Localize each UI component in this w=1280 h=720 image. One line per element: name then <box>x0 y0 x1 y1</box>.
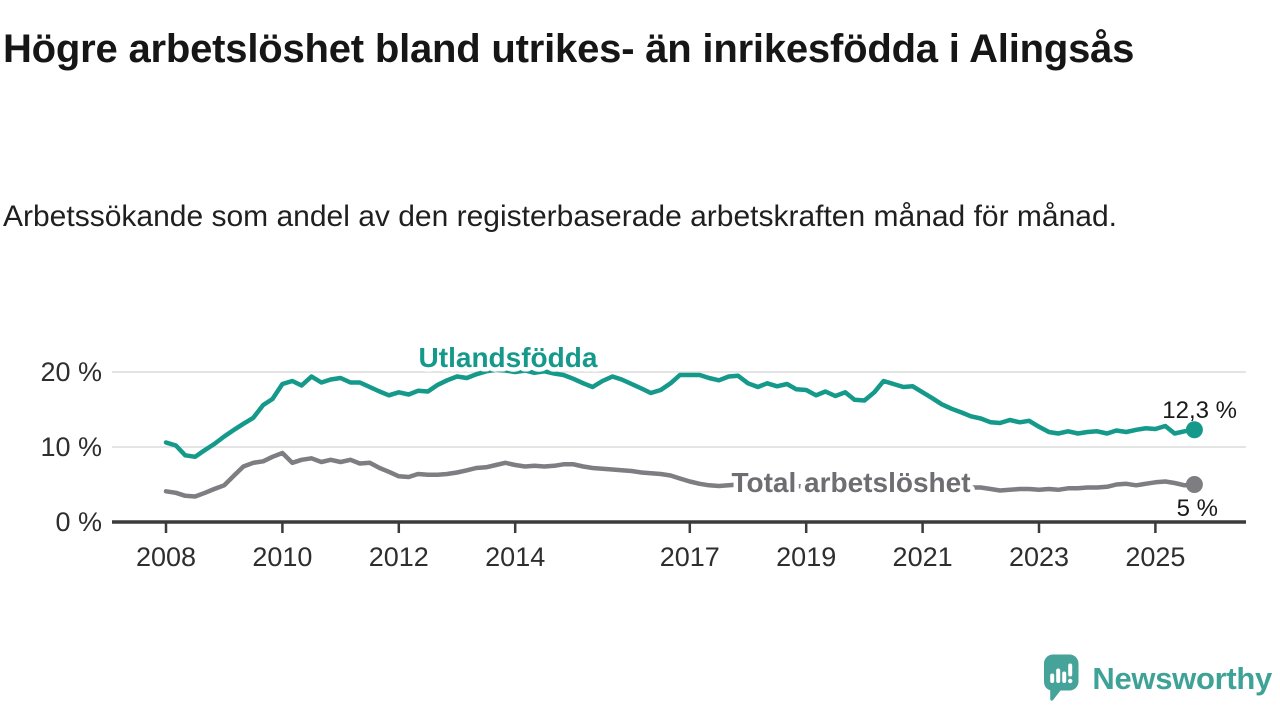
series-end-dot-utlandsf-dda <box>1185 421 1203 439</box>
series-line-utlandsf-dda <box>163 367 1197 460</box>
speech-bubble-shape <box>1044 654 1079 701</box>
series-line-total-arbetsl-shet <box>163 450 1197 499</box>
x-axis-tick-label: 2012 <box>369 542 429 572</box>
newsworthy-logo: Newsworthy <box>1043 654 1272 704</box>
end-value-label-total-arbetsl-shet: 5 % <box>1177 495 1218 522</box>
x-axis-tick-label: 2021 <box>893 542 953 572</box>
y-axis-tick-label: 20 % <box>40 357 102 387</box>
x-axis-tick-label: 2023 <box>1009 542 1069 572</box>
bar-chart-exclamation-glyph <box>1050 663 1073 684</box>
y-axis-tick-label: 10 % <box>40 432 102 462</box>
x-axis-tick-label: 2010 <box>252 542 312 572</box>
newsworthy-wordmark: Newsworthy <box>1092 661 1272 696</box>
y-axis-tick-label: 0 % <box>55 507 102 537</box>
chart-title: Högre arbetslöshet bland utrikes- än inr… <box>3 27 1135 71</box>
x-axis-tick-label: 2008 <box>136 542 196 572</box>
series-label-utlandsf-dda: Utlandsfödda <box>419 342 598 373</box>
x-axis-tick-label: 2017 <box>660 542 720 572</box>
series-end-dot-total-arbetsl-shet <box>1185 476 1203 493</box>
x-axis-tick-label: 2019 <box>776 542 836 572</box>
end-value-label-utlandsf-dda: 12,3 % <box>1162 397 1237 424</box>
x-axis-tick-label: 2025 <box>1125 542 1185 572</box>
chart-subtitle: Arbetssökande som andel av den registerb… <box>3 200 1117 233</box>
x-axis-tick-label: 2014 <box>485 542 545 572</box>
newsworthy-logo-icon <box>1044 654 1079 701</box>
series-label-total-arbetsl-shet: Total arbetslöshet <box>731 467 970 498</box>
unemployment-line-chart: 0 % 10 % 20 % 2008 2010 2012 2014 2017 2019 2021 2… <box>40 338 1246 572</box>
